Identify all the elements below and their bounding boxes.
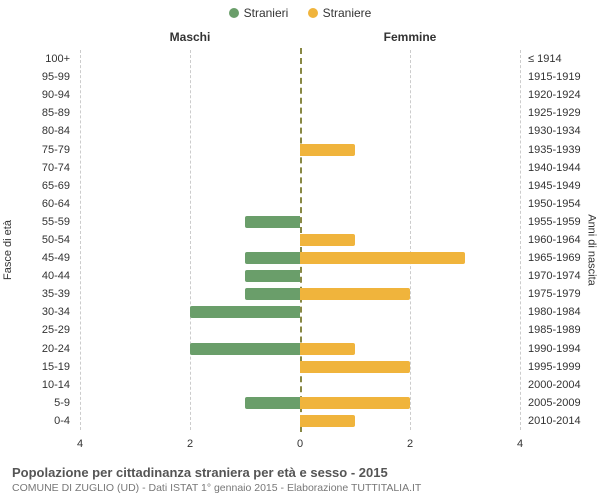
- legend-dot-male-icon: [229, 8, 239, 18]
- header-maschi: Maschi: [80, 30, 300, 44]
- y-label-age: 45-49: [10, 252, 70, 264]
- legend-label-female: Straniere: [323, 6, 372, 20]
- y-label-age: 5-9: [10, 397, 70, 409]
- y-label-age: 65-69: [10, 180, 70, 192]
- bar-male: [190, 343, 300, 355]
- bar-female: [300, 361, 410, 373]
- y-label-age: 100+: [10, 53, 70, 65]
- y-label-age: 75-79: [10, 144, 70, 156]
- y-label-birth: 2005-2009: [528, 397, 581, 409]
- y-label-age: 15-19: [10, 361, 70, 373]
- y-label-birth: 2000-2004: [528, 379, 581, 391]
- legend-item-female: Straniere: [308, 6, 372, 20]
- y-label-age: 30-34: [10, 306, 70, 318]
- y-label-age: 20-24: [10, 343, 70, 355]
- bar-male: [245, 288, 300, 300]
- y-label-birth: 2010-2014: [528, 415, 581, 427]
- x-tick-label: 4: [77, 438, 83, 450]
- y-label-age: 0-4: [10, 415, 70, 427]
- caption-title: Popolazione per cittadinanza straniera p…: [12, 465, 421, 480]
- bar-female: [300, 343, 355, 355]
- x-tick-label: 4: [517, 438, 523, 450]
- y-label-age: 25-29: [10, 324, 70, 336]
- bar-female: [300, 234, 355, 246]
- y-label-age: 90-94: [10, 89, 70, 101]
- y-label-age: 50-54: [10, 234, 70, 246]
- legend-label-male: Stranieri: [244, 6, 289, 20]
- y-label-birth: 1995-1999: [528, 361, 581, 373]
- legend-dot-female-icon: [308, 8, 318, 18]
- bar-male: [190, 306, 300, 318]
- y-label-age: 85-89: [10, 107, 70, 119]
- bar-female: [300, 415, 355, 427]
- y-label-birth: 1950-1954: [528, 198, 581, 210]
- gridline: [520, 50, 521, 430]
- y-label-birth: 1970-1974: [528, 270, 581, 282]
- x-tick-label: 2: [407, 438, 413, 450]
- y-label-birth: 1930-1934: [528, 125, 581, 137]
- plot-area: Maschi Femmine 4 2 0 2 4: [80, 30, 520, 450]
- bar-female: [300, 397, 410, 409]
- y-label-birth: 1945-1949: [528, 180, 581, 192]
- y-label-birth: 1925-1929: [528, 107, 581, 119]
- y-label-birth: 1980-1984: [528, 306, 581, 318]
- bar-female: [300, 288, 410, 300]
- y-label-age: 35-39: [10, 288, 70, 300]
- y-label-age: 95-99: [10, 71, 70, 83]
- y-label-birth: 1955-1959: [528, 216, 581, 228]
- y-label-age: 80-84: [10, 125, 70, 137]
- bar-male: [245, 216, 300, 228]
- y-label-birth: 1985-1989: [528, 324, 581, 336]
- y-label-birth: ≤ 1914: [528, 53, 562, 65]
- y-label-age: 70-74: [10, 162, 70, 174]
- y-axis-title-right: Anni di nascita: [586, 214, 598, 286]
- y-label-age: 10-14: [10, 379, 70, 391]
- y-label-birth: 1960-1964: [528, 234, 581, 246]
- y-label-birth: 1915-1919: [528, 71, 581, 83]
- chart-caption: Popolazione per cittadinanza straniera p…: [12, 465, 421, 494]
- y-label-age: 40-44: [10, 270, 70, 282]
- y-label-birth: 1920-1924: [528, 89, 581, 101]
- header-femmine: Femmine: [300, 30, 520, 44]
- bar-male: [245, 270, 300, 282]
- y-label-birth: 1940-1944: [528, 162, 581, 174]
- bar-male: [245, 397, 300, 409]
- y-label-birth: 1935-1939: [528, 144, 581, 156]
- y-label-age: 60-64: [10, 198, 70, 210]
- legend-item-male: Stranieri: [229, 6, 289, 20]
- chart-rows: [80, 50, 520, 430]
- bar-male: [245, 252, 300, 264]
- y-label-birth: 1965-1969: [528, 252, 581, 264]
- x-tick-label: 0: [297, 438, 303, 450]
- chart-container: Stranieri Straniere Fasce di età Anni di…: [0, 0, 600, 500]
- bar-female: [300, 144, 355, 156]
- caption-sub: COMUNE DI ZUGLIO (UD) - Dati ISTAT 1° ge…: [12, 482, 421, 494]
- y-label-birth: 1990-1994: [528, 343, 581, 355]
- y-label-age: 55-59: [10, 216, 70, 228]
- legend: Stranieri Straniere: [0, 6, 600, 21]
- bar-female: [300, 252, 465, 264]
- y-label-birth: 1975-1979: [528, 288, 581, 300]
- x-tick-label: 2: [187, 438, 193, 450]
